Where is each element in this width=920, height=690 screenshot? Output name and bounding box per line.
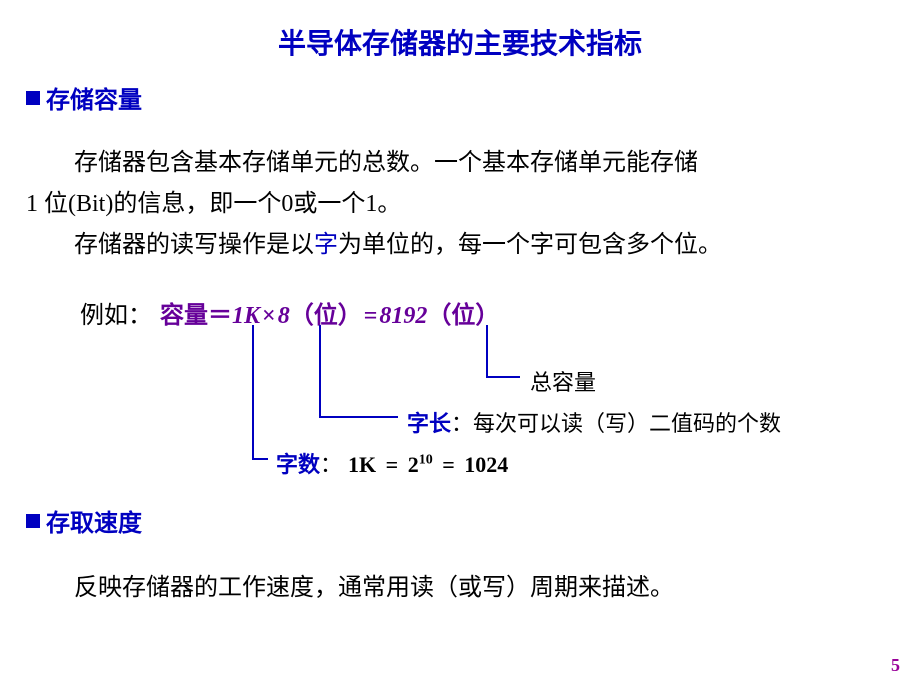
wc-1k: 1K xyxy=(348,452,376,477)
annotation-wordlen: 字长：每次可以读（写）二值码的个数 xyxy=(407,406,781,438)
section-capacity-header: 存储容量 xyxy=(26,80,920,115)
para1-pre: 存储器包含基本存储单元的总数。一个基本存储单元能存储 xyxy=(74,150,698,176)
para2-tail: 为单位的，每一个字可包含多个位。 xyxy=(338,232,722,258)
wc-exp: 10 xyxy=(419,453,433,468)
f-1k: 1K xyxy=(232,303,260,329)
capacity-formula: 容量＝1K×8（位）=8192（位） xyxy=(160,295,499,330)
section-speed-header: 存取速度 xyxy=(26,503,920,538)
wordcount-colon: ： xyxy=(320,447,342,479)
para1-bits: 1 位 xyxy=(26,191,68,217)
annotation-total: 总容量 xyxy=(530,365,596,397)
section-speed-label: 存取速度 xyxy=(46,503,142,538)
wc-2: 2 xyxy=(408,452,419,477)
f-mul: × xyxy=(262,303,276,329)
wc-eq1: = xyxy=(386,452,399,477)
wordcount-formula: 1K = 210 = 1024 xyxy=(348,452,508,478)
wc-eq2: = xyxy=(442,452,455,477)
f-bit2: （位） xyxy=(427,303,499,329)
f-8192: 8192 xyxy=(379,303,427,329)
bullet-icon xyxy=(26,91,40,105)
f-eq: = xyxy=(364,303,378,329)
para1-bit-en: (Bit) xyxy=(68,191,113,217)
para2-word-highlight: 字 xyxy=(314,232,338,258)
para2-pre: 存储器的读写操作是以 xyxy=(74,232,314,258)
annotation-wordcount: 字数： 1K = 210 = 1024 xyxy=(276,447,508,479)
wordlen-desc: ：每次可以读（写）二值码的个数 xyxy=(451,411,781,436)
capacity-paragraph-2: 存储器的读写操作是以字为单位的，每一个字可包含多个位。 xyxy=(26,225,910,266)
speed-paragraph: 反映存储器的工作速度，通常用读（或写）周期来描述。 xyxy=(26,568,910,609)
example-line: 例如： 容量＝1K×8（位）=8192（位） xyxy=(80,295,499,330)
section-capacity-label: 存储容量 xyxy=(46,80,142,115)
bullet-icon xyxy=(26,514,40,528)
f-8: 8 xyxy=(278,303,290,329)
capacity-paragraph-1: 存储器包含基本存储单元的总数。一个基本存储单元能存储 1 位(Bit)的信息，即… xyxy=(26,143,910,225)
wordcount-label: 字数 xyxy=(276,447,320,479)
para1-tail: 的信息，即一个0或一个1。 xyxy=(113,191,401,217)
example-prefix: 例如： xyxy=(80,295,152,330)
page-number: 5 xyxy=(891,655,900,676)
example-block: 例如： 容量＝1K×8（位）=8192（位） 总容量 字长：每次可以读（写）二值… xyxy=(0,295,920,495)
wc-1024: 1024 xyxy=(464,452,508,477)
wordlen-label: 字长 xyxy=(407,411,451,436)
slide-title: 半导体存储器的主要技术指标 xyxy=(0,0,920,62)
capacity-label-cn: 容量＝ xyxy=(160,303,232,329)
f-bit1: （位） xyxy=(290,303,362,329)
